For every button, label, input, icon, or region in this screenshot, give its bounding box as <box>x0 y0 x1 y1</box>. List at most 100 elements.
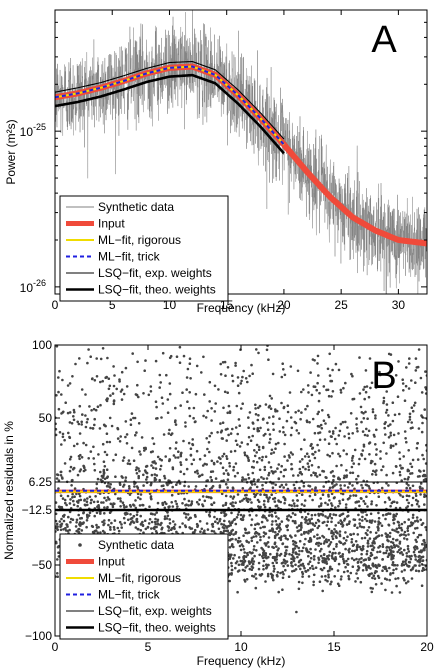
data-point <box>378 370 381 374</box>
data-point <box>243 569 246 572</box>
data-point <box>144 359 147 362</box>
data-point <box>118 440 122 443</box>
data-point <box>407 494 411 498</box>
data-point <box>139 514 142 518</box>
data-point <box>337 504 340 508</box>
data-point <box>286 564 290 567</box>
data-point <box>421 421 424 425</box>
data-point <box>233 474 237 478</box>
data-point <box>388 535 392 538</box>
data-point <box>313 456 317 460</box>
data-point <box>337 434 341 437</box>
data-point <box>299 563 303 567</box>
data-point <box>239 540 242 543</box>
data-point <box>409 427 413 430</box>
data-point <box>114 492 117 496</box>
data-point <box>84 468 87 472</box>
panel-a-frame <box>54 9 428 295</box>
data-point <box>292 474 295 477</box>
data-point <box>138 450 141 453</box>
data-point <box>124 420 128 423</box>
data-point <box>237 391 241 395</box>
data-point <box>141 523 145 527</box>
data-point <box>77 499 81 502</box>
series-lsq-theo-weights-line <box>55 73 285 155</box>
data-point <box>156 518 160 522</box>
data-point <box>290 462 293 466</box>
data-point <box>206 409 209 413</box>
data-point <box>60 517 63 521</box>
data-point <box>404 562 408 566</box>
data-point <box>60 393 63 396</box>
data-point <box>221 526 225 529</box>
data-point <box>387 496 391 500</box>
data-point <box>224 374 227 378</box>
data-point <box>85 421 89 424</box>
data-point <box>267 358 270 362</box>
data-point <box>288 552 291 556</box>
data-point <box>334 524 338 527</box>
data-point <box>57 390 60 394</box>
data-point <box>82 511 85 515</box>
data-point <box>261 515 264 519</box>
data-point <box>408 415 412 419</box>
data-point <box>168 522 172 525</box>
data-point <box>289 433 293 437</box>
data-point <box>413 553 417 557</box>
data-point <box>362 417 366 420</box>
data-point <box>296 555 299 559</box>
data-point <box>353 487 356 491</box>
data-point <box>416 500 420 503</box>
data-point <box>406 505 410 508</box>
data-point <box>228 465 232 468</box>
data-point <box>365 484 369 487</box>
data-point <box>214 520 217 523</box>
data-point <box>376 574 380 578</box>
y-tick-label: −12.5 <box>22 503 53 517</box>
data-point <box>199 530 202 533</box>
data-point <box>264 552 268 555</box>
data-point <box>295 552 299 556</box>
data-point <box>322 419 326 423</box>
data-point <box>223 519 226 523</box>
data-point <box>417 555 420 559</box>
data-point <box>403 578 406 582</box>
data-point <box>252 560 256 563</box>
data-point <box>91 530 95 534</box>
data-point <box>384 551 388 555</box>
data-point <box>68 457 72 461</box>
data-point <box>101 379 104 383</box>
data-point <box>221 455 224 458</box>
data-point <box>132 514 136 518</box>
data-point <box>333 528 336 531</box>
data-point <box>234 566 237 570</box>
data-point <box>363 517 367 521</box>
data-point <box>129 418 133 422</box>
data-point <box>335 542 338 546</box>
data-point <box>299 528 303 532</box>
data-point <box>142 446 146 450</box>
data-point <box>295 610 298 614</box>
data-point <box>392 433 396 437</box>
data-point <box>59 528 63 532</box>
data-point <box>344 565 347 569</box>
data-point <box>414 381 417 385</box>
data-point <box>254 348 258 351</box>
data-point <box>251 574 254 578</box>
data-point <box>211 470 215 473</box>
data-point <box>396 564 399 567</box>
data-point <box>231 379 235 383</box>
data-point <box>77 530 80 534</box>
data-point <box>274 519 278 523</box>
data-point <box>295 429 299 432</box>
data-point <box>310 513 314 517</box>
data-point <box>73 495 76 499</box>
data-point <box>271 545 274 549</box>
data-point <box>411 409 415 413</box>
data-point <box>375 469 378 472</box>
data-point <box>76 442 79 446</box>
legend-label: LSQ−fit, exp. weights <box>98 604 212 618</box>
data-point <box>256 522 259 525</box>
data-point <box>228 579 231 583</box>
